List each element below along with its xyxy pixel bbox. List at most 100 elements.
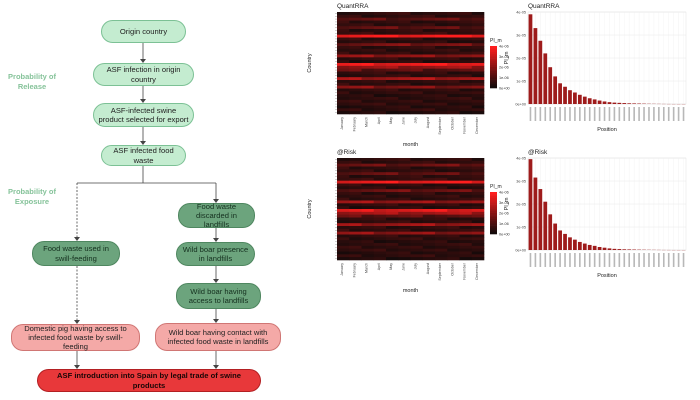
heatmap-legend-swatch xyxy=(490,217,497,220)
heatmap-cell xyxy=(361,245,375,249)
heatmap-cell xyxy=(435,251,448,255)
heatmap-cell xyxy=(337,200,350,204)
heatmap-cell xyxy=(349,177,362,181)
heatmap-cell xyxy=(386,97,399,101)
heatmap-cell xyxy=(373,14,387,18)
heatmap-cell xyxy=(422,158,436,162)
heatmap-legend-title: PI_m xyxy=(490,184,502,190)
heatmap-legend-swatch xyxy=(490,208,497,212)
heatmap-background xyxy=(337,12,484,114)
heatmap-cell xyxy=(459,17,473,21)
barchart-x-tick-label-placeholder xyxy=(603,253,606,267)
heatmap-cell xyxy=(349,60,362,64)
heatmap-cell xyxy=(422,172,436,176)
barchart-bar xyxy=(568,90,572,104)
heatmap-cell xyxy=(422,234,436,238)
heatmap-cell xyxy=(447,99,460,103)
heatmap-cell xyxy=(337,60,350,64)
heatmap-cell xyxy=(398,20,411,24)
barchart-x-tick-label-placeholder xyxy=(623,253,626,267)
barchart-y-axis-title: PI_m xyxy=(504,51,510,64)
barchart-bar xyxy=(632,103,637,104)
barchart-bar xyxy=(543,53,548,104)
heatmap-legend-swatch xyxy=(490,52,497,55)
heatmap-cell xyxy=(337,65,350,69)
heatmap-cell xyxy=(373,177,387,181)
barchart-y-tick-label: 4e-05 xyxy=(516,157,526,161)
heatmap-cell xyxy=(410,26,424,30)
heatmap-cell xyxy=(361,231,375,235)
heatmap-cell xyxy=(435,23,448,27)
heatmap-cell xyxy=(398,17,411,21)
heatmap-cell xyxy=(435,226,448,230)
heatmap-legend-title: PI_m xyxy=(490,38,502,44)
heatmap-cell xyxy=(373,203,387,207)
heatmap-cell xyxy=(410,203,424,207)
heatmap-cell xyxy=(361,31,375,35)
heatmap-cell xyxy=(459,160,473,164)
heatmap-cell xyxy=(398,248,411,252)
heatmap-cell xyxy=(447,200,460,204)
heatmap-cell xyxy=(471,63,485,67)
heatmap-cell xyxy=(349,197,362,201)
heatmap-cell xyxy=(459,40,473,44)
heatmap-cell xyxy=(447,180,460,184)
heatmap-cell xyxy=(435,14,448,18)
heatmap-cell xyxy=(361,163,375,167)
heatmap-cell xyxy=(386,77,399,81)
heatmap-cell xyxy=(373,228,387,232)
heatmap-cell xyxy=(398,88,411,92)
heatmap-cell xyxy=(349,80,362,84)
heatmap-cell xyxy=(410,251,424,255)
heatmap-cell xyxy=(373,20,387,24)
heatmap-cell xyxy=(459,29,473,33)
heatmap-cell xyxy=(337,71,350,75)
heatmap-cell xyxy=(361,26,375,30)
heatmap-cell xyxy=(410,111,424,115)
heatmap-cell xyxy=(435,80,448,84)
heatmap-cell xyxy=(349,26,362,30)
heatmap-cell xyxy=(471,60,485,64)
heatmap-month-label: July xyxy=(414,117,418,124)
barchart-bar xyxy=(607,248,612,250)
barchart-bar xyxy=(592,99,597,104)
heatmap-cell xyxy=(459,51,473,55)
heatmap-cell xyxy=(447,71,460,75)
heatmap-cell xyxy=(386,31,399,35)
barchart-x-tick-label-placeholder xyxy=(643,107,645,121)
heatmap-cell xyxy=(398,197,411,201)
heatmap-cell xyxy=(447,65,460,69)
barchart-bar xyxy=(597,100,602,104)
heatmap-cell xyxy=(435,245,448,249)
heatmap-cell xyxy=(337,34,350,38)
heatmap-cell xyxy=(361,34,375,38)
heatmap-cell xyxy=(373,251,387,255)
heatmap-cell xyxy=(459,243,473,247)
heatmap-cell xyxy=(386,226,399,230)
barchart-bar xyxy=(528,159,533,250)
heatmap-cell xyxy=(410,97,424,101)
heatmap-cell xyxy=(459,105,473,109)
heatmap-cell xyxy=(386,180,399,184)
heatmap-legend-swatch xyxy=(490,221,497,224)
heatmap-cell xyxy=(373,169,387,173)
heatmap-cell xyxy=(337,217,350,221)
heatmap-cell xyxy=(361,17,375,21)
heatmap-cell xyxy=(447,80,460,84)
heatmap-cell xyxy=(337,17,350,21)
heatmap-cell xyxy=(386,228,399,232)
heatmap-cell xyxy=(373,175,387,179)
heatmap-cell xyxy=(337,85,350,89)
heatmap-cell xyxy=(398,40,411,44)
barchart-x-tick-label-placeholder xyxy=(653,107,655,121)
heatmap-cell xyxy=(422,228,436,232)
heatmap-cell xyxy=(349,172,362,176)
heatmap-cell xyxy=(386,88,399,92)
heatmap-cell xyxy=(410,220,424,224)
heatmap-cell xyxy=(337,211,350,215)
heatmap-cell xyxy=(373,57,387,61)
heatmap-cell xyxy=(386,12,399,16)
heatmap-cell xyxy=(422,169,436,173)
barchart-y-tick-label: 4e-05 xyxy=(516,11,526,15)
heatmap-cell xyxy=(386,74,399,78)
